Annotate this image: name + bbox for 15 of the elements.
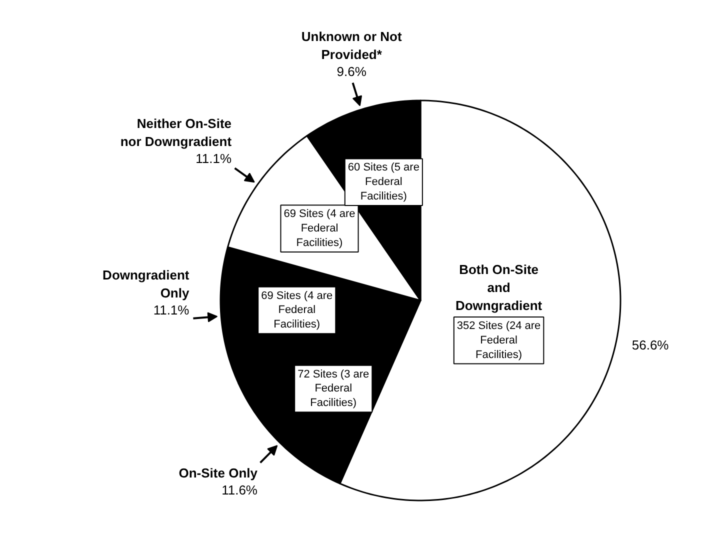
text: 69 Sites (4 are Federal Facilities)	[284, 208, 356, 249]
text: 60 Sites (5 are Federal Facilities)	[348, 162, 420, 202]
text: 69 Sites (4 are Federal Facilities)	[261, 290, 333, 331]
slice-label: Both On-Site and Downgradient	[455, 262, 543, 313]
data-label: 11.6%	[222, 482, 258, 498]
data-label: 11.1%	[153, 302, 190, 318]
data-label: 56.6%	[632, 337, 670, 352]
slice-label: Unknown or Not Provided*	[301, 28, 402, 62]
slice-label: Neither On-Site nor Downgradient	[120, 116, 232, 149]
slice-label: Downgradient Only	[102, 268, 190, 301]
text: 72 Sites (3 are Federal Facilities)	[298, 368, 370, 410]
data-label: 11.1%	[196, 150, 232, 166]
slice-label: On-Site Only	[178, 466, 258, 481]
data-label: 9.6%	[336, 64, 367, 79]
text: 352 Sites (24 are Federal Facilities)	[456, 320, 541, 361]
